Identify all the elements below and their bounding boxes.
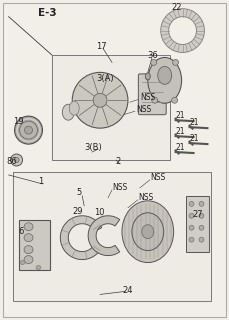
Text: 21: 21 xyxy=(176,142,185,152)
Bar xyxy=(185,196,210,252)
Text: 27: 27 xyxy=(193,210,203,219)
Ellipse shape xyxy=(11,154,23,166)
Ellipse shape xyxy=(24,234,33,242)
Ellipse shape xyxy=(36,266,41,269)
Ellipse shape xyxy=(122,201,174,262)
Text: 22: 22 xyxy=(172,3,182,12)
Text: NSS: NSS xyxy=(150,173,165,182)
Ellipse shape xyxy=(169,17,196,44)
Polygon shape xyxy=(88,216,120,256)
Text: 1: 1 xyxy=(38,177,44,187)
Bar xyxy=(19,220,50,269)
Text: 21: 21 xyxy=(190,118,199,127)
Text: 5: 5 xyxy=(76,188,82,197)
Ellipse shape xyxy=(25,126,33,134)
Ellipse shape xyxy=(161,9,204,52)
Ellipse shape xyxy=(158,67,172,84)
Ellipse shape xyxy=(14,157,19,163)
Ellipse shape xyxy=(19,121,38,139)
Ellipse shape xyxy=(189,225,194,230)
Ellipse shape xyxy=(151,60,157,65)
Ellipse shape xyxy=(132,213,164,251)
Bar xyxy=(52,55,170,160)
Ellipse shape xyxy=(152,97,158,103)
Ellipse shape xyxy=(142,225,154,239)
Text: 21: 21 xyxy=(176,111,185,120)
Ellipse shape xyxy=(20,260,25,265)
Text: 3(B): 3(B) xyxy=(84,142,102,152)
Ellipse shape xyxy=(145,73,150,80)
Ellipse shape xyxy=(72,72,128,128)
Text: 29: 29 xyxy=(72,207,83,216)
Ellipse shape xyxy=(189,201,194,206)
Text: NSS: NSS xyxy=(136,105,151,114)
Ellipse shape xyxy=(199,201,204,206)
Text: 6: 6 xyxy=(19,227,24,236)
Ellipse shape xyxy=(93,93,107,107)
Text: 24: 24 xyxy=(122,286,132,295)
Text: NSS: NSS xyxy=(140,93,155,102)
Ellipse shape xyxy=(148,58,182,103)
Ellipse shape xyxy=(24,256,33,264)
Text: 2: 2 xyxy=(115,157,120,166)
FancyBboxPatch shape xyxy=(138,74,166,115)
Ellipse shape xyxy=(189,213,194,218)
Ellipse shape xyxy=(172,97,178,103)
Ellipse shape xyxy=(199,237,204,242)
Text: NSS: NSS xyxy=(112,183,127,192)
Ellipse shape xyxy=(199,225,204,230)
Text: 19: 19 xyxy=(13,117,23,126)
Ellipse shape xyxy=(69,101,79,115)
Ellipse shape xyxy=(189,237,194,242)
Text: 36: 36 xyxy=(148,51,158,60)
Polygon shape xyxy=(60,216,102,260)
Text: NSS: NSS xyxy=(138,193,153,202)
Ellipse shape xyxy=(134,215,162,249)
Text: 86: 86 xyxy=(7,157,17,166)
Text: 3(A): 3(A) xyxy=(96,74,114,83)
Ellipse shape xyxy=(62,104,74,120)
Ellipse shape xyxy=(173,60,179,65)
Text: 21: 21 xyxy=(176,127,185,136)
Ellipse shape xyxy=(24,223,33,231)
Text: 17: 17 xyxy=(96,42,107,51)
Ellipse shape xyxy=(199,213,204,218)
Ellipse shape xyxy=(15,116,42,144)
Text: 10: 10 xyxy=(94,208,105,217)
Bar xyxy=(13,172,211,301)
Ellipse shape xyxy=(24,246,33,253)
Text: E-3: E-3 xyxy=(38,8,57,18)
Text: 21: 21 xyxy=(190,133,199,143)
